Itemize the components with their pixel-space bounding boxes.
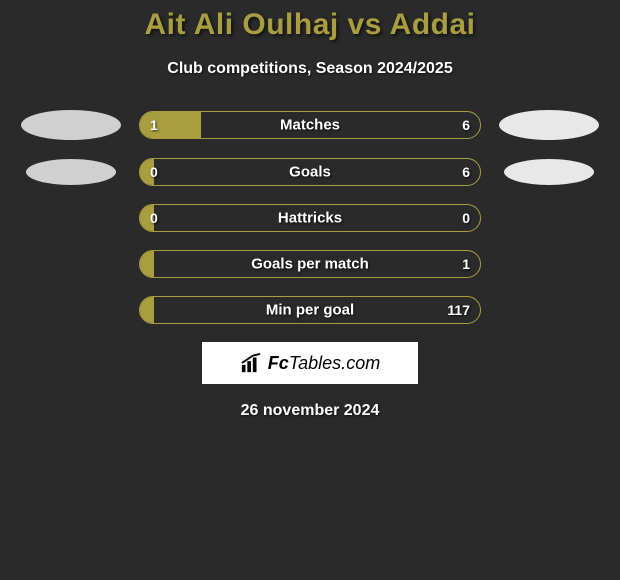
stat-value-right: 117 — [447, 302, 470, 318]
player-left-avatar-small — [26, 159, 116, 185]
player-left-avatar — [21, 110, 121, 140]
stat-label: Hattricks — [278, 210, 342, 227]
stat-row-mpg: Min per goal 117 — [0, 296, 620, 324]
player-right-avatar — [499, 110, 599, 140]
stat-bar: 1 Matches 6 — [139, 111, 481, 139]
stat-bar: Goals per match 1 — [139, 250, 481, 278]
stat-value-left: 1 — [150, 117, 158, 133]
stat-label: Goals — [289, 164, 331, 181]
stat-label: Matches — [280, 117, 340, 134]
footer-logo-wrap: FcTables.com — [0, 342, 620, 384]
brand-prefix: Fc — [268, 353, 289, 373]
stat-row-goals: 0 Goals 6 — [0, 158, 620, 186]
stat-bar: 0 Goals 6 — [139, 158, 481, 186]
stat-bar-fill — [140, 251, 154, 277]
stat-label: Min per goal — [266, 302, 354, 319]
stat-value-right: 0 — [462, 210, 470, 226]
bar-chart-icon — [240, 352, 262, 374]
stat-row-hattricks: 0 Hattricks 0 — [0, 204, 620, 232]
stat-bar: Min per goal 117 — [139, 296, 481, 324]
stat-bar-fill — [140, 297, 154, 323]
page-title: Ait Ali Oulhaj vs Addai — [0, 8, 620, 42]
stat-row-matches: 1 Matches 6 — [0, 110, 620, 140]
stat-bar: 0 Hattricks 0 — [139, 204, 481, 232]
stat-value-right: 6 — [462, 164, 470, 180]
brand-suffix: Tables.com — [289, 353, 380, 373]
stat-label: Goals per match — [251, 256, 369, 273]
stat-value-left: 0 — [150, 164, 158, 180]
stat-row-gpm: Goals per match 1 — [0, 250, 620, 278]
brand-text: FcTables.com — [268, 353, 380, 374]
stat-value-left: 0 — [150, 210, 158, 226]
brand-logo[interactable]: FcTables.com — [202, 342, 418, 384]
comparison-card: Ait Ali Oulhaj vs Addai Club competition… — [0, 0, 620, 420]
player-right-avatar-small — [504, 159, 594, 185]
date-text: 26 november 2024 — [0, 402, 620, 420]
subtitle: Club competitions, Season 2024/2025 — [0, 60, 620, 78]
stat-value-right: 6 — [462, 117, 470, 133]
stat-value-right: 1 — [462, 256, 470, 272]
